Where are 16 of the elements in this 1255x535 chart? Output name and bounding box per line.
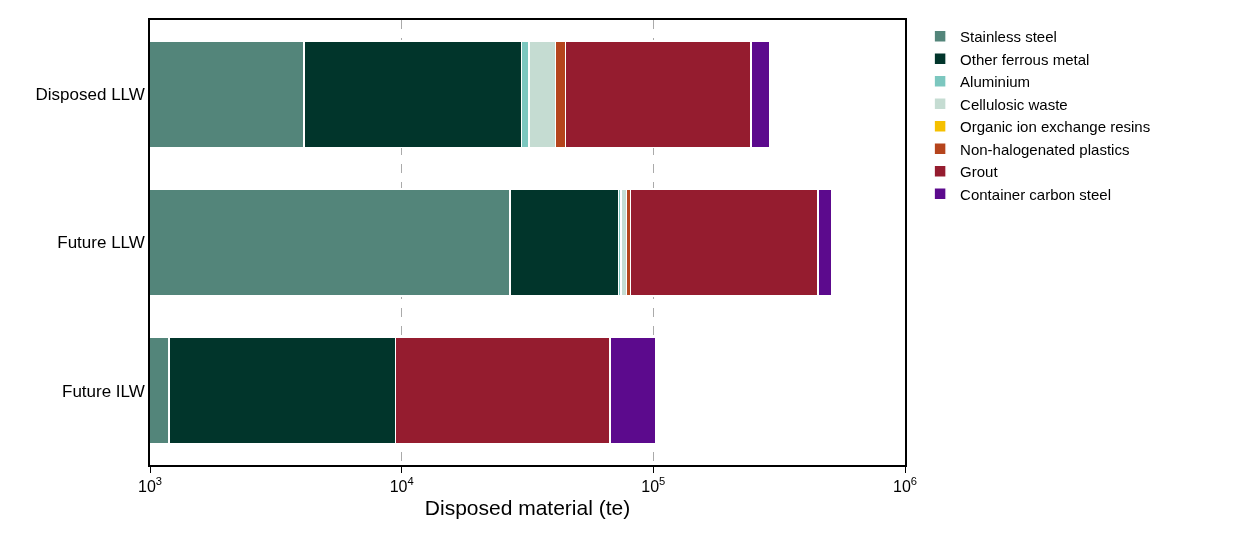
legend-label: Other ferrous metal bbox=[960, 50, 1090, 68]
y-tick-label: Future ILW bbox=[62, 381, 145, 401]
legend-label: Cellulosic waste bbox=[960, 95, 1068, 113]
x-axis-title: Disposed material (te) bbox=[424, 495, 631, 519]
x-tick-label: 10$^{5}$ bbox=[641, 475, 666, 495]
legend-label: Container carbon steel bbox=[960, 185, 1112, 203]
legend-label: Non-halogenated plastics bbox=[960, 140, 1130, 158]
y-tick-label: Future LLW bbox=[57, 233, 145, 253]
y-tick-label: Disposed LLW bbox=[35, 85, 145, 105]
legend-label: Stainless steel bbox=[960, 28, 1057, 46]
legend-label: Grout bbox=[960, 163, 999, 181]
legend-label: Aluminium bbox=[960, 73, 1031, 91]
x-tick-label: 10$^{4}$ bbox=[389, 475, 414, 495]
legend-label: Organic ion exchange resins bbox=[960, 118, 1151, 136]
x-tick-label: 10$^{6}$ bbox=[892, 475, 918, 495]
x-tick-label: 10$^{3}$ bbox=[137, 475, 163, 495]
